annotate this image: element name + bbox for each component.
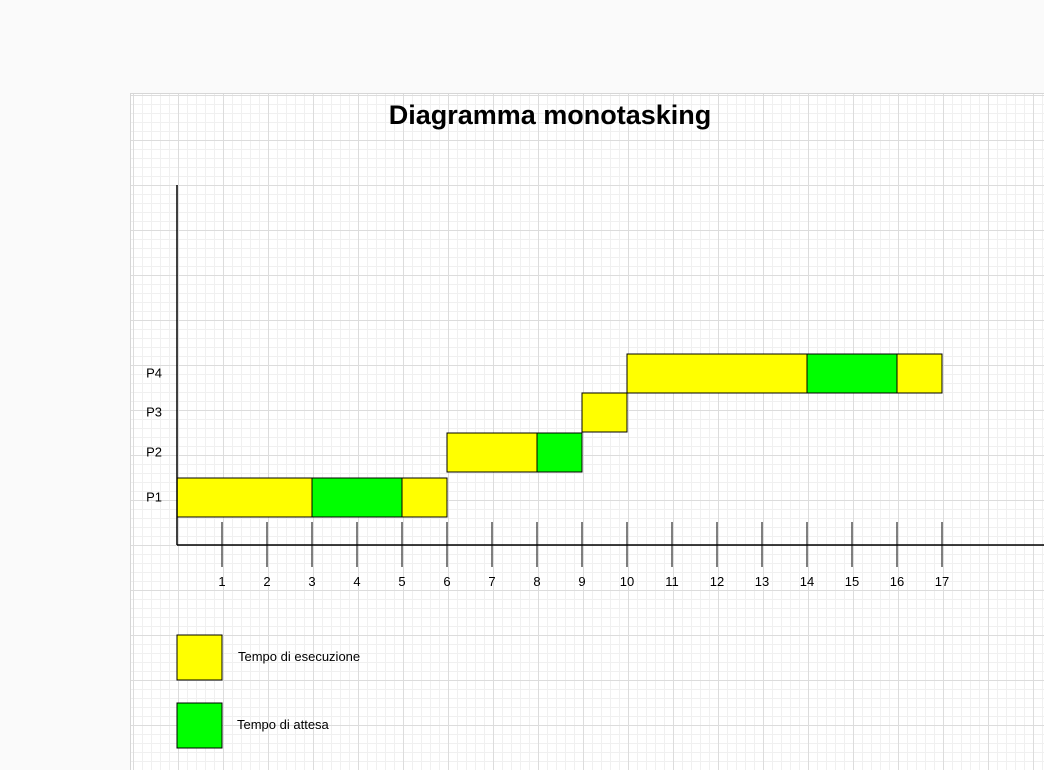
diagram-title: Diagramma monotasking — [388, 100, 712, 130]
x-tick-label-7: 7 — [488, 574, 495, 589]
x-tick-label-8: 8 — [533, 574, 540, 589]
y-label-p1: P1 — [146, 490, 162, 505]
x-tick-label-2: 2 — [263, 574, 270, 589]
x-tick-label-13: 13 — [755, 574, 769, 589]
x-tick-label-10: 10 — [620, 574, 634, 589]
x-tick-label-11: 11 — [665, 574, 679, 589]
segment-p1-execution-0 — [176, 477, 313, 518]
segment-p2-wait-4 — [536, 432, 583, 473]
x-tick-label-15: 15 — [845, 574, 859, 589]
segment-p1-execution-2 — [401, 477, 448, 518]
legend-wait-label: Tempo di attesa — [237, 717, 329, 732]
y-label-p3: P3 — [146, 405, 162, 420]
x-tick-label-9: 9 — [578, 574, 585, 589]
x-tick-label-12: 12 — [710, 574, 724, 589]
x-tick-label-16: 16 — [890, 574, 904, 589]
segment-p4-execution-8 — [896, 353, 943, 394]
x-tick-label-4: 4 — [353, 574, 360, 589]
legend-execution-label: Tempo di esecuzione — [238, 649, 361, 664]
x-tick-label-17: 17 — [935, 574, 949, 589]
segment-p4-wait-7 — [806, 353, 898, 394]
x-tick-label-3: 3 — [308, 574, 315, 589]
x-tick-label-1: 1 — [218, 574, 225, 589]
legend-execution-swatch — [176, 634, 223, 681]
y-label-p2: P2 — [146, 445, 162, 460]
x-tick-label-14: 14 — [800, 574, 814, 589]
legend-wait-swatch — [176, 702, 223, 749]
segment-p1-wait-1 — [311, 477, 403, 518]
segment-p4-execution-6 — [626, 353, 808, 394]
x-tick-label-5: 5 — [398, 574, 405, 589]
y-label-p4: P4 — [146, 366, 162, 381]
segment-p2-execution-3 — [446, 432, 538, 473]
x-tick-label-6: 6 — [443, 574, 450, 589]
segment-p3-execution-5 — [581, 392, 628, 433]
